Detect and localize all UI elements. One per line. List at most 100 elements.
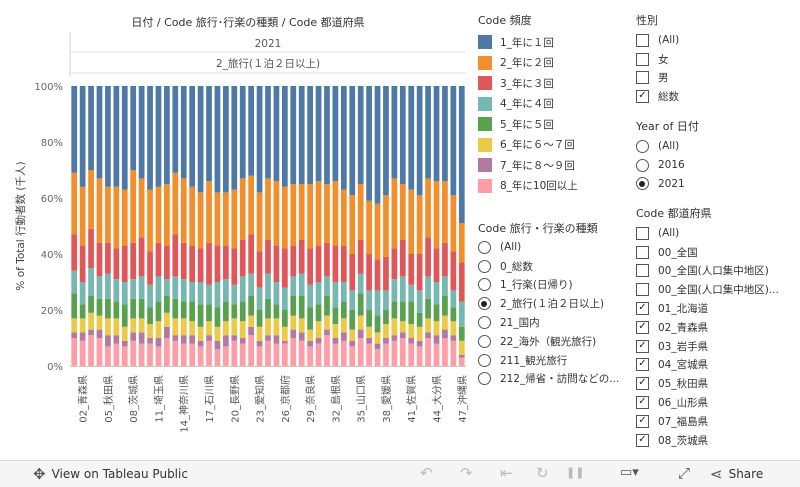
bar-segment[interactable] [121,189,128,246]
bar-segment[interactable] [155,86,162,187]
bar-segment[interactable] [416,326,423,341]
bar-segment[interactable] [315,282,322,305]
bar-segment[interactable] [357,329,364,338]
bar-segment[interactable] [130,318,137,333]
bar-segment[interactable] [155,338,162,347]
bar-segment[interactable] [324,315,330,330]
bar-segment[interactable] [399,321,406,333]
pref-filter-item[interactable]: ✓ 01_北海道 [636,299,796,318]
bar-segment[interactable] [231,340,238,366]
bar-segment[interactable] [71,86,78,173]
pref-filter-checkbox[interactable]: ✓ [636,339,649,353]
bar-segment[interactable] [121,245,128,282]
bar-segment[interactable] [374,290,381,316]
bar-segment[interactable] [433,248,440,282]
bar-segment[interactable] [383,86,389,196]
sex-filter-item[interactable]: 女 [636,50,796,69]
bar-segment[interactable] [290,86,297,184]
bar-segment[interactable] [164,279,170,296]
bar-segment[interactable] [189,321,196,336]
trip-filter-radio[interactable] [478,353,491,367]
bar-segment[interactable] [265,340,271,366]
bar-segment[interactable] [88,170,94,229]
pref-filter-checkbox[interactable]: ✓ [636,302,649,316]
bar-segment[interactable] [214,86,221,193]
bar-segment[interactable] [433,321,440,336]
bar-segment[interactable] [197,346,204,366]
bar-segment[interactable] [281,340,288,344]
bar-segment[interactable] [113,301,120,319]
bar-segment[interactable] [105,346,111,366]
bar-segment[interactable] [180,318,187,336]
bar-segment[interactable] [315,86,322,182]
bar-segment[interactable] [197,192,204,249]
bar-segment[interactable] [273,335,280,344]
bar-segment[interactable] [113,248,120,280]
bar-segment[interactable] [391,318,398,336]
pref-filter-checkbox[interactable]: ✓ [636,396,649,410]
trip-filter-radio[interactable] [478,334,491,348]
bar-segment[interactable] [223,335,229,347]
bar-segment[interactable] [298,318,305,333]
bar-segment[interactable] [256,310,263,327]
pref-filter-item[interactable]: ✓ 05_秋田県 [636,374,796,393]
bar-segment[interactable] [223,321,229,336]
bar-segment[interactable] [324,86,330,184]
bar-segment[interactable] [88,329,94,336]
bar-segment[interactable] [408,338,415,344]
bar-segment[interactable] [442,242,448,277]
bar-segment[interactable] [105,298,111,319]
trip-filter-item[interactable]: 212_帰省・訪問などの... [478,370,628,389]
bar-segment[interactable] [113,86,120,187]
bar-segment[interactable] [197,340,204,347]
bar-segment[interactable] [349,195,356,254]
bar-segment[interactable] [231,335,238,341]
bar-segment[interactable] [164,296,170,313]
bar-segment[interactable] [214,282,221,308]
bar-segment[interactable] [231,304,238,319]
bar-segment[interactable] [265,273,271,299]
bar-segment[interactable] [138,318,145,333]
bar-segment[interactable] [239,240,246,277]
bar-segment[interactable] [399,184,406,240]
bar-segment[interactable] [130,242,137,280]
bar-segment[interactable] [256,340,263,347]
undo-icon[interactable]: ↶ [420,464,433,482]
bar-segment[interactable] [113,318,120,336]
pref-filter-item[interactable]: (All) [636,224,796,243]
bar-segment[interactable] [164,86,170,184]
revert-icon[interactable]: ⇤ [500,464,513,482]
bar-segment[interactable] [223,346,229,366]
bar-segment[interactable] [121,340,128,347]
bar-segment[interactable] [374,332,381,344]
bar-segment[interactable] [458,262,465,302]
sex-filter-checkbox[interactable]: ✓ [636,90,649,104]
bar-segment[interactable] [239,276,246,302]
bar-segment[interactable] [96,338,103,366]
bar-segment[interactable] [450,195,457,252]
bar-segment[interactable] [172,340,179,366]
bar-segment[interactable] [155,321,162,338]
pref-filter-item[interactable]: 00_全国(人口集中地区)... [636,280,796,299]
bar-segment[interactable] [315,321,322,338]
bar-segment[interactable] [425,332,431,338]
bar-segment[interactable] [130,86,137,170]
bar-segment[interactable] [172,172,179,235]
bar-segment[interactable] [374,315,381,333]
bar-segment[interactable] [105,273,111,299]
bar-segment[interactable] [416,86,423,196]
bar-segment[interactable] [206,284,212,305]
bar-segment[interactable] [357,86,364,184]
bar-segment[interactable] [315,181,322,246]
bar-segment[interactable] [197,326,204,341]
legend-item[interactable]: 7_年に８～９回 [478,155,628,176]
bar-segment[interactable] [366,310,372,327]
bar-segment[interactable] [273,181,280,246]
bar-segment[interactable] [223,86,229,193]
bar-segment[interactable] [248,315,255,327]
bar-segment[interactable] [147,284,153,308]
bar-segment[interactable] [408,343,415,366]
year-filter-radio[interactable] [636,158,649,172]
bar-segment[interactable] [79,245,86,282]
bar-segment[interactable] [172,318,179,336]
